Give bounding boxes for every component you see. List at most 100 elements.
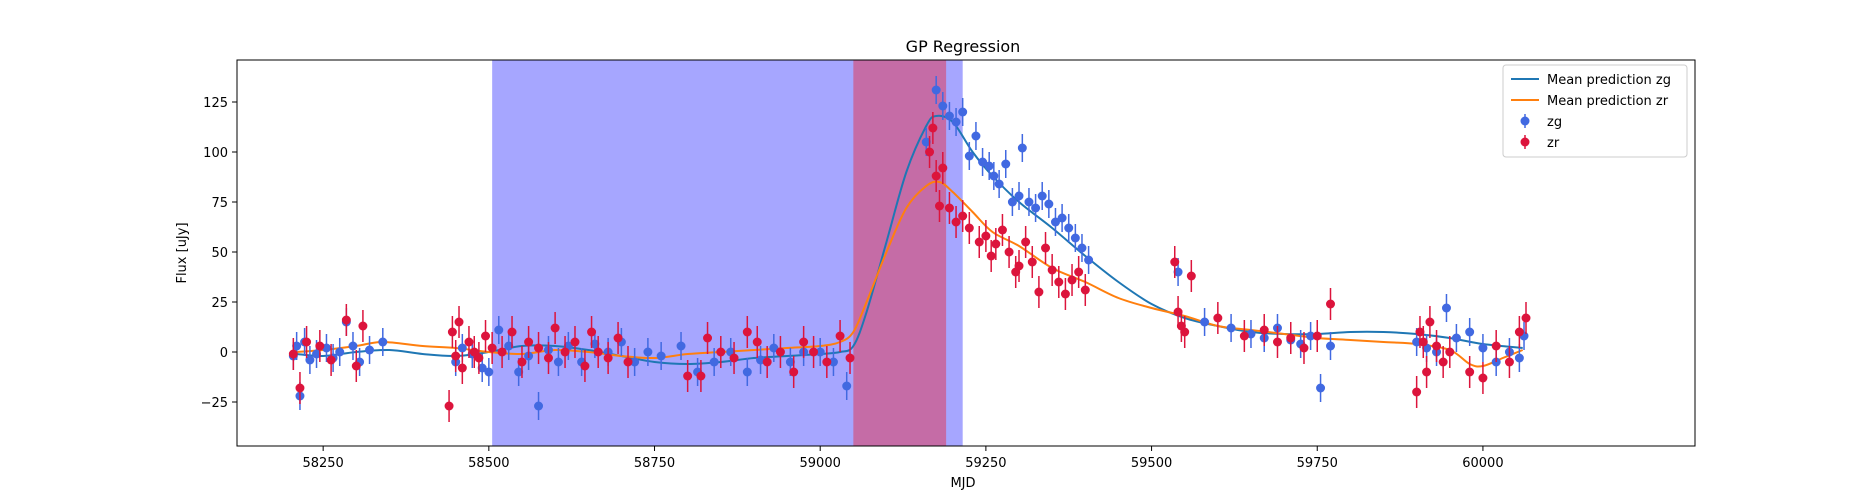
zr-point: [1326, 299, 1335, 309]
zr-point: [752, 337, 762, 347]
zr-point: [534, 343, 544, 353]
zr-point: [1041, 243, 1051, 253]
zr-point: [1491, 341, 1501, 351]
zg-point: [365, 345, 375, 355]
plot-frame: [236, 59, 1696, 447]
x-tick-label: 58250: [302, 456, 343, 471]
zr-point: [1180, 327, 1190, 337]
zr-point: [934, 201, 944, 211]
zr-point: [1173, 307, 1183, 317]
zg-point: [312, 349, 322, 359]
zg-point: [1014, 191, 1024, 201]
zr-point: [1186, 271, 1196, 281]
zg-point: [477, 363, 487, 373]
zr-point: [288, 349, 298, 359]
zg-point: [1326, 341, 1335, 351]
zr-point: [1054, 277, 1064, 287]
zr-point: [507, 327, 517, 337]
y-tick-label: 25: [211, 296, 228, 311]
zr-point: [1213, 313, 1223, 323]
y-tick-label: 50: [211, 246, 228, 261]
zg-point: [921, 137, 931, 147]
zr-point: [775, 347, 785, 357]
zr-point: [580, 361, 590, 371]
zg-point: [1070, 233, 1080, 243]
zg-point: [457, 343, 467, 353]
y-tick-label: −25: [201, 396, 228, 411]
legend-label-zr: zr: [1547, 136, 1560, 151]
zr-point: [822, 357, 832, 367]
zg-point: [484, 367, 494, 377]
zr-point: [570, 337, 580, 347]
zg-point: [305, 355, 315, 365]
zr-point: [1418, 337, 1428, 347]
zg-point: [590, 339, 600, 349]
zr-point: [1504, 357, 1514, 367]
shaded-regions: [492, 60, 963, 446]
zr-point: [550, 323, 560, 333]
zg-point: [676, 341, 686, 351]
zg-point: [1057, 213, 1067, 223]
zr-point: [1312, 331, 1322, 341]
legend-label-mean-prediction-zg: Mean prediction zg: [1547, 73, 1671, 88]
zr-point: [997, 225, 1007, 235]
zr-point: [1034, 287, 1044, 297]
zr-point: [315, 341, 325, 351]
zr-point: [1047, 265, 1057, 275]
zr-point: [603, 353, 613, 363]
x-tick-label: 58500: [468, 456, 509, 471]
zg-point: [1064, 223, 1074, 233]
zr-point: [587, 327, 597, 337]
zr-point: [295, 383, 305, 393]
zg-point: [958, 107, 968, 117]
zg-point: [1044, 199, 1054, 209]
zr-point: [474, 353, 484, 363]
zr-point: [457, 363, 467, 373]
zr-point: [1514, 327, 1524, 337]
legend-swatch-zr: [1520, 137, 1530, 147]
zr-point: [517, 357, 527, 367]
zr-point: [451, 351, 461, 361]
zr-point: [447, 327, 457, 337]
y-tick-label: 0: [220, 346, 228, 361]
zr-point: [1478, 373, 1488, 383]
zr-point: [958, 211, 968, 221]
x-tick-label: 59000: [800, 456, 841, 471]
zr-point: [1438, 357, 1448, 367]
x-tick-label: 59750: [1297, 456, 1338, 471]
zr-point: [613, 333, 623, 343]
zg-point: [1306, 331, 1316, 341]
zr-point: [1239, 331, 1249, 341]
zr-point: [1259, 325, 1269, 335]
y-axis-ticks: −25 0 25 50 75 100 125: [201, 96, 237, 411]
zr-point: [487, 343, 497, 353]
zr-point: [1004, 247, 1014, 257]
zr-point: [1415, 327, 1425, 337]
zr-point: [1170, 257, 1180, 267]
legend-label-zg: zg: [1547, 115, 1562, 130]
zr-point: [696, 371, 706, 381]
zr-point: [1067, 275, 1077, 285]
zr-point: [481, 331, 491, 341]
zg-point: [994, 179, 1004, 189]
zg-point: [1478, 343, 1488, 353]
zr-point: [986, 251, 996, 261]
zr-point: [358, 321, 368, 331]
zr-point: [351, 361, 361, 371]
zr-point: [944, 203, 954, 213]
zr-point: [799, 337, 809, 347]
zg-point: [1037, 191, 1047, 201]
legend-label-mean-prediction-zr: Mean prediction zr: [1547, 94, 1669, 109]
zg-point: [335, 347, 345, 357]
x-axis-ticks: 58250 58500 58750 59000 59250 59500 59750 60000: [302, 446, 1504, 471]
y-tick-label: 125: [203, 96, 228, 111]
zg-point: [292, 341, 302, 351]
zr-point: [925, 147, 935, 157]
zr-point: [1465, 367, 1475, 377]
zg-point: [504, 341, 514, 351]
zr-point: [991, 239, 1001, 249]
zr-point: [1021, 237, 1031, 247]
zr-point: [716, 347, 726, 357]
